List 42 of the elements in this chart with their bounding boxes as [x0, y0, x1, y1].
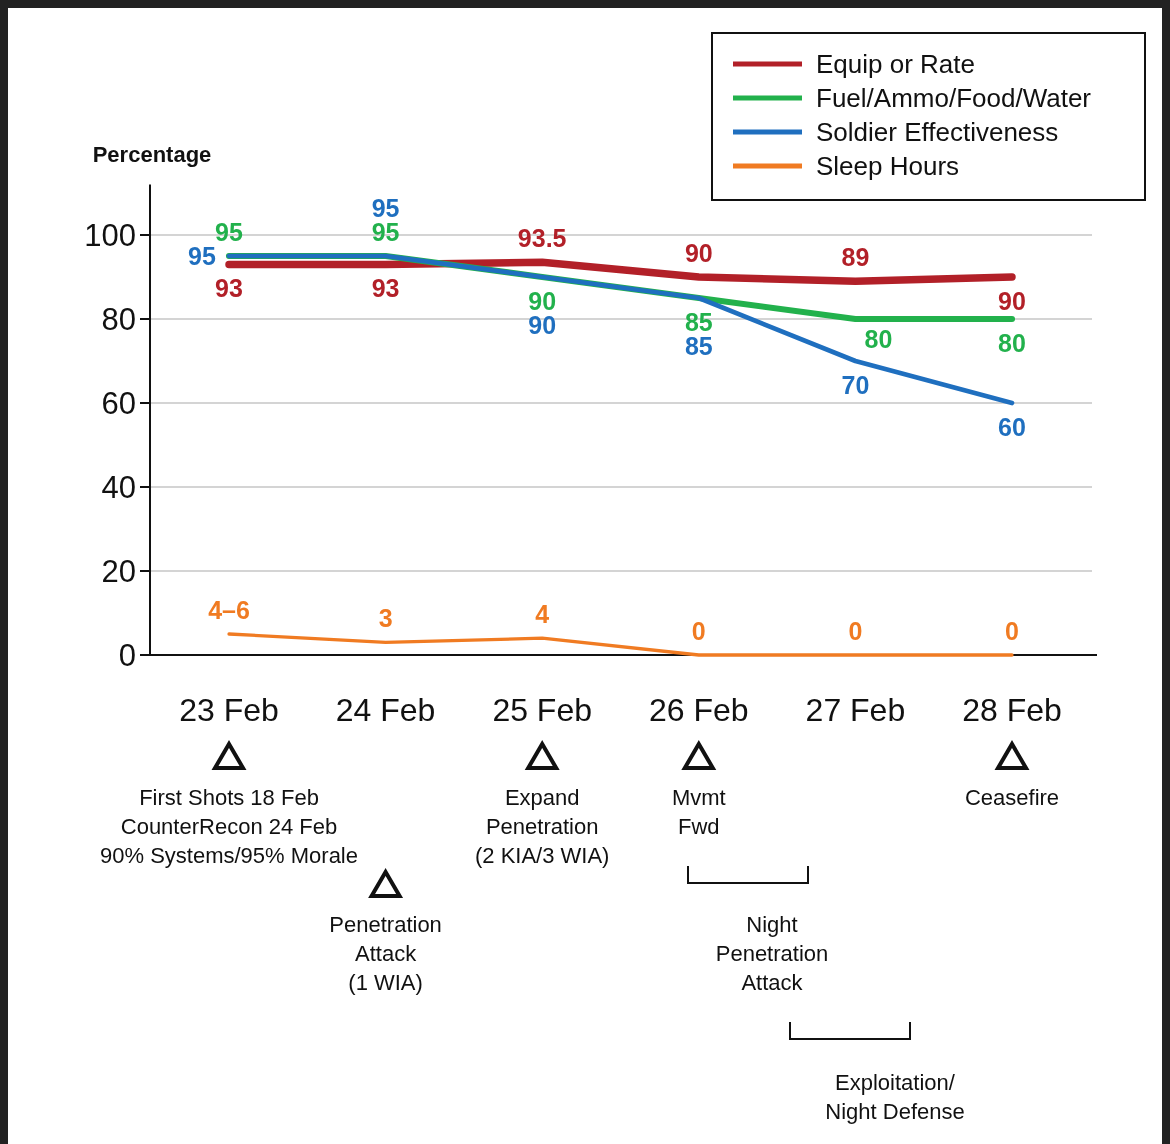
legend-label: Sleep Hours — [816, 151, 960, 182]
legend-label: Fuel/Ammo/Food/Water — [816, 83, 1092, 114]
text: First Shots 18 Feb CounterRecon 24 Feb 90% Systems/95% Morale — [100, 784, 358, 868]
data-label: 4 — [535, 599, 550, 628]
y-tick-label: 20 — [101, 553, 136, 589]
x-tick-label: 27 Feb — [805, 692, 906, 729]
text: Ceasefire — [964, 784, 1060, 810]
data-label: 3 — [378, 604, 393, 633]
data-label: 60 — [998, 412, 1026, 441]
text: Night Penetration Attack — [715, 911, 829, 995]
y-axis-title: Percentage — [92, 141, 212, 167]
data-label: 93 — [371, 274, 400, 303]
data-label: 0 — [848, 616, 863, 645]
data-label: 0 — [691, 616, 706, 645]
data-label: 89 — [841, 242, 870, 271]
x-tick-label: 26 Feb — [648, 692, 749, 729]
data-label: 0 — [1005, 616, 1019, 645]
data-label: 93 — [215, 274, 243, 303]
text: Exploitation/ Night Defense — [825, 1069, 965, 1124]
data-label: 4–6 — [208, 595, 250, 624]
data-label: 93.5 — [517, 224, 567, 253]
data-label: 90 — [684, 238, 713, 267]
data-label: 80 — [998, 328, 1026, 357]
x-tick-label: 25 Feb — [492, 692, 593, 729]
data-label: 95 — [215, 217, 243, 246]
legend-label: Equip or Rate — [816, 49, 975, 80]
x-tick-label: 23 Feb — [179, 692, 279, 729]
y-tick-label: 40 — [101, 469, 136, 505]
y-tick-label: 100 — [84, 217, 136, 253]
y-tick-label: 80 — [101, 301, 136, 337]
x-tick-label: 24 Feb — [335, 692, 436, 729]
x-tick-label: 28 Feb — [962, 692, 1062, 729]
text: Expand Penetration (2 KIA/3 WIA) — [474, 784, 610, 868]
text: Penetration Attack (1 WIA) — [329, 911, 442, 995]
text: Mvmt Fwd — [671, 784, 726, 839]
y-tick-label: 60 — [101, 385, 136, 421]
y-tick-label: 0 — [118, 637, 136, 673]
legend-label: Soldier Effectiveness — [816, 117, 1059, 148]
data-label: 90 — [998, 286, 1026, 315]
data-label: 70 — [841, 370, 870, 399]
data-label: 95 — [188, 241, 216, 270]
data-label: 80 — [864, 324, 893, 353]
